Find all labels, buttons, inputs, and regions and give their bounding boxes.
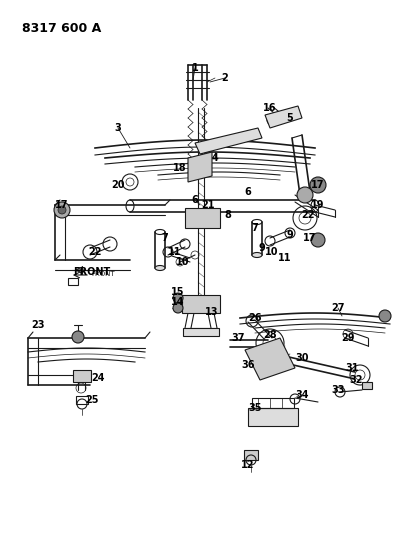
Circle shape [72, 331, 84, 343]
Circle shape [310, 177, 326, 193]
Text: 32: 32 [349, 375, 363, 385]
Text: 9: 9 [259, 243, 265, 253]
Text: 18: 18 [173, 163, 187, 173]
Text: 11: 11 [168, 247, 182, 257]
Text: 20: 20 [111, 180, 125, 190]
Text: 1: 1 [192, 63, 198, 73]
Text: 33: 33 [331, 385, 345, 395]
Text: 27: 27 [331, 303, 345, 313]
Bar [182, 295, 220, 313]
Text: 36: 36 [241, 360, 255, 370]
Text: 37: 37 [231, 333, 245, 343]
Text: 6: 6 [192, 195, 198, 205]
Bar [183, 328, 219, 336]
Text: 22: 22 [88, 247, 102, 257]
Bar [362, 382, 372, 389]
Text: 10: 10 [176, 257, 190, 267]
Circle shape [173, 293, 183, 303]
Circle shape [379, 310, 391, 322]
Text: 19: 19 [311, 200, 325, 210]
Text: 5: 5 [287, 113, 293, 123]
Text: 34: 34 [295, 390, 309, 400]
Text: 8317 600 A: 8317 600 A [22, 22, 101, 35]
Text: 29: 29 [341, 333, 355, 343]
Bar [252, 398, 294, 408]
Text: 14: 14 [171, 297, 185, 307]
Text: 11: 11 [278, 253, 292, 263]
Bar [73, 370, 91, 382]
Circle shape [54, 202, 70, 218]
Text: 4: 4 [212, 153, 218, 163]
Polygon shape [188, 152, 212, 182]
Text: 17: 17 [55, 200, 69, 210]
Circle shape [58, 206, 66, 214]
Text: 25: 25 [85, 395, 99, 405]
Text: 2: 2 [222, 73, 228, 83]
Text: 13: 13 [205, 307, 219, 317]
Text: 17: 17 [303, 233, 317, 243]
Text: 31: 31 [345, 363, 359, 373]
Circle shape [267, 115, 277, 125]
Text: 35: 35 [248, 403, 262, 413]
Circle shape [311, 233, 325, 247]
Bar [248, 408, 298, 426]
Text: 17: 17 [311, 180, 325, 190]
Text: 22: 22 [301, 210, 315, 220]
Text: 6: 6 [245, 187, 251, 197]
Polygon shape [195, 128, 262, 154]
Text: 7: 7 [162, 233, 169, 243]
Polygon shape [185, 208, 220, 228]
Text: 26: 26 [248, 313, 262, 323]
Text: 12: 12 [241, 460, 255, 470]
Text: FRONT: FRONT [73, 267, 111, 277]
Bar [68, 278, 78, 285]
Text: 28: 28 [263, 330, 277, 340]
Text: 8: 8 [224, 210, 231, 220]
Bar [244, 450, 258, 460]
Polygon shape [245, 338, 295, 380]
Ellipse shape [252, 253, 262, 257]
Text: 10: 10 [265, 247, 279, 257]
Text: 23: 23 [31, 320, 45, 330]
Text: 7: 7 [252, 223, 258, 233]
Text: FRONT: FRONT [91, 271, 115, 277]
Text: 15: 15 [171, 287, 185, 297]
Circle shape [173, 303, 183, 313]
Text: 30: 30 [295, 353, 309, 363]
Circle shape [297, 187, 313, 203]
Bar [76, 396, 88, 404]
Text: 9: 9 [287, 230, 293, 240]
Polygon shape [265, 106, 302, 128]
Text: 16: 16 [263, 103, 277, 113]
Text: 21: 21 [201, 200, 215, 210]
Text: 24: 24 [91, 373, 105, 383]
Text: 3: 3 [115, 123, 121, 133]
Ellipse shape [155, 265, 165, 271]
